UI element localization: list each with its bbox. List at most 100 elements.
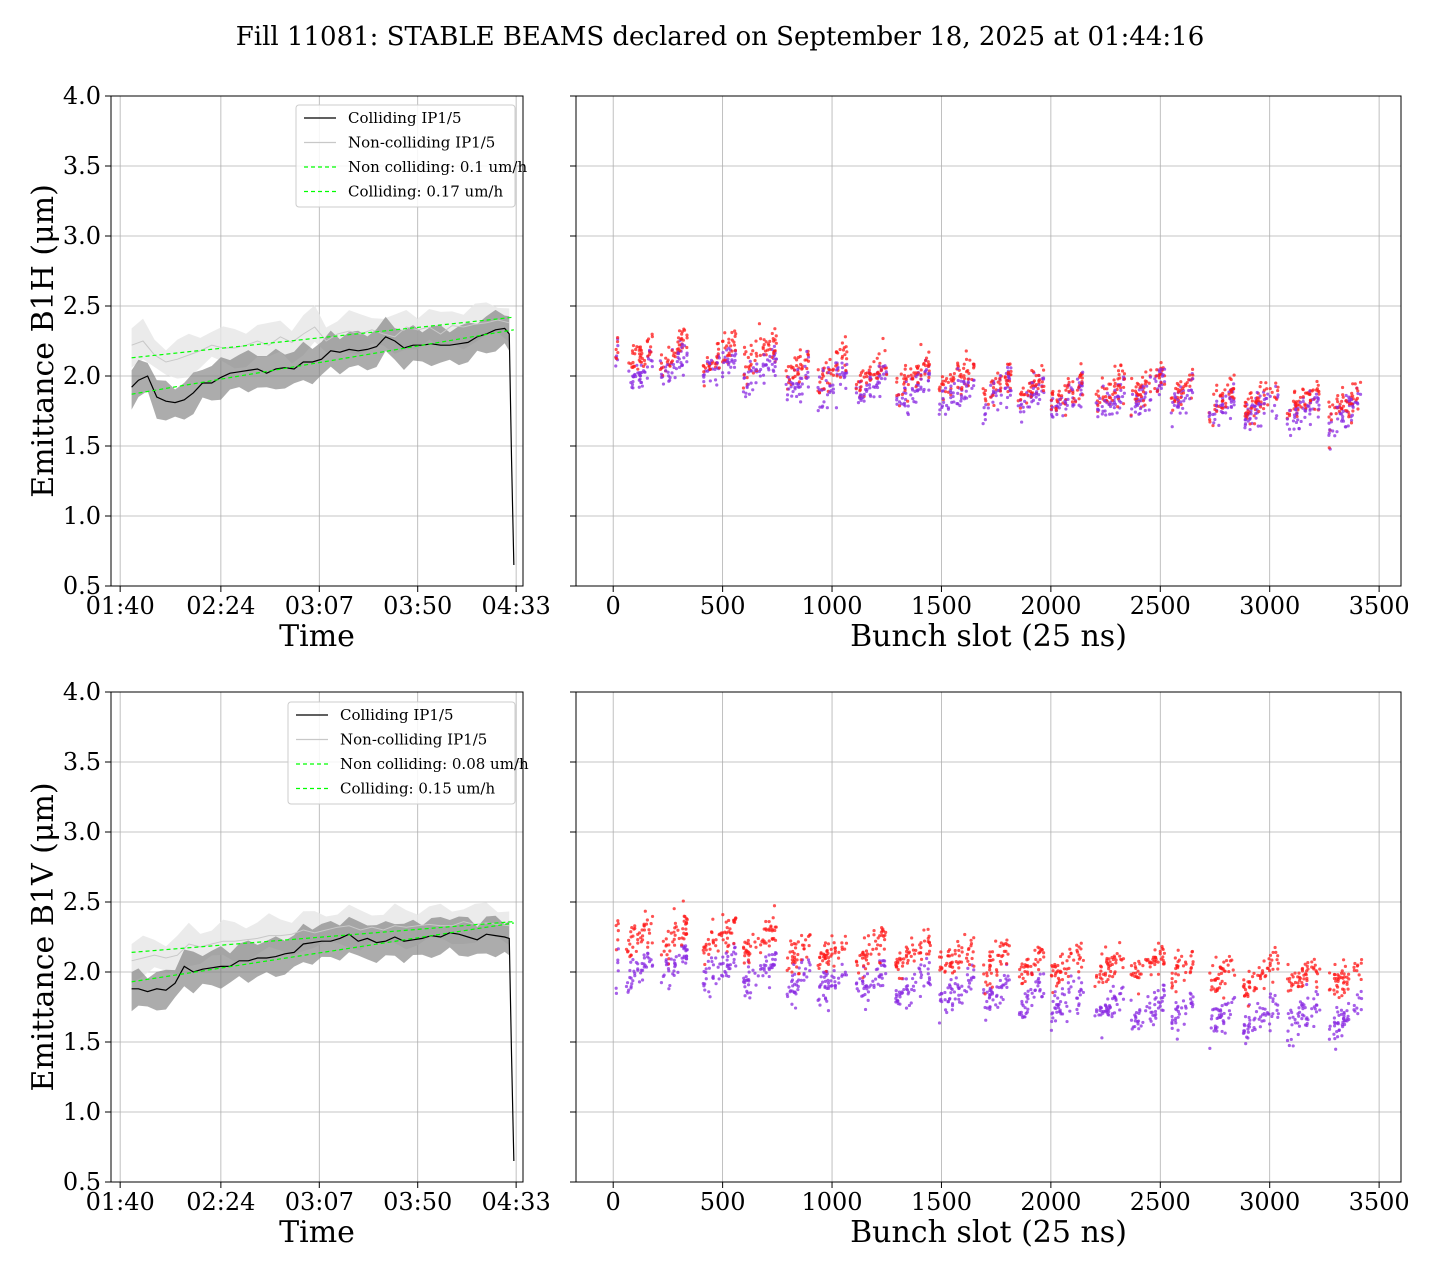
bunch-point-purple xyxy=(744,395,748,399)
bunch-point-red xyxy=(733,329,737,333)
bunch-point-red xyxy=(1112,954,1116,958)
bunch-point-red xyxy=(951,379,955,383)
bunch-point-red xyxy=(1220,406,1225,410)
bunch-point-purple xyxy=(963,988,967,993)
bunch-point-purple xyxy=(998,1001,1002,1005)
bunch-point-purple xyxy=(676,355,680,360)
bunch-point-purple xyxy=(721,350,725,355)
bunch-point-purple xyxy=(1107,402,1111,407)
bunch-point-red xyxy=(1093,984,1097,989)
bunch-point-purple xyxy=(865,387,869,392)
bunch-point-red xyxy=(1276,385,1280,389)
bunch-point-purple xyxy=(719,962,724,966)
bunch-point-purple xyxy=(1079,981,1084,985)
bunch-point-purple xyxy=(1327,433,1331,437)
bunch-point-red xyxy=(631,934,635,938)
bunch-point-red xyxy=(1349,421,1354,425)
bunch-point-red xyxy=(1027,381,1032,385)
bunch-point-purple xyxy=(1063,399,1067,403)
bunch-point-red xyxy=(1300,966,1305,971)
bunch-point-red xyxy=(662,949,666,953)
bunch-point-red xyxy=(1271,980,1275,984)
bunch-point-purple xyxy=(1339,1012,1344,1016)
bunch-point-purple xyxy=(926,972,930,976)
bunch-point-purple xyxy=(825,393,830,397)
bunch-point-purple xyxy=(840,974,844,978)
bunch-point-purple xyxy=(996,388,1000,393)
bunch-point-red xyxy=(868,372,873,376)
x-tick-label: 500 xyxy=(700,1188,746,1216)
bunch-point-red xyxy=(854,382,859,387)
bunch-point-red xyxy=(701,948,705,952)
bunch-point-purple xyxy=(819,975,823,979)
bunch-point-red xyxy=(636,937,640,942)
bunch-point-purple xyxy=(927,961,931,965)
bunch-point-purple xyxy=(1022,410,1026,414)
bunch-point-red xyxy=(867,942,871,947)
legend-entry: Non colliding: 0.08 um/h xyxy=(340,755,529,773)
bunch-point-purple xyxy=(774,357,778,361)
bunch-point-purple xyxy=(770,362,774,366)
bunch-point-red xyxy=(1248,422,1252,426)
bunch-point-purple xyxy=(1191,995,1195,999)
bunch-point-purple xyxy=(758,374,762,378)
bunch-point-purple xyxy=(817,375,822,379)
bunch-point-purple xyxy=(1313,1007,1317,1011)
bunch-point-red xyxy=(1221,967,1225,971)
bunch-point-red xyxy=(768,339,772,343)
bunch-point-purple xyxy=(988,1005,992,1009)
bunch-point-purple xyxy=(1297,1006,1301,1010)
bunch-point-red xyxy=(650,914,655,919)
bunch-point-red xyxy=(1216,976,1220,981)
bunch-point-red xyxy=(876,943,880,947)
bunch-point-purple xyxy=(1243,426,1247,430)
noncolliding-fit-line xyxy=(131,316,514,359)
bunch-point-red xyxy=(818,380,822,384)
bunch-point-purple xyxy=(962,380,966,384)
scatter-points xyxy=(614,322,1363,451)
bunch-point-red xyxy=(882,947,886,951)
bunch-point-red xyxy=(994,939,998,943)
bunch-point-purple xyxy=(1258,1015,1263,1019)
bunch-point-red xyxy=(701,364,705,368)
bunch-point-red xyxy=(1272,395,1277,399)
bunch-point-red xyxy=(769,925,773,929)
bunch-point-purple xyxy=(744,975,748,979)
bunch-point-purple xyxy=(668,375,672,380)
bunch-point-red xyxy=(1226,963,1230,967)
bunch-point-red xyxy=(1080,376,1084,380)
bunch-point-purple xyxy=(1338,412,1342,416)
bunch-point-purple xyxy=(823,971,827,975)
bunch-point-purple xyxy=(816,998,820,1002)
bunch-point-red xyxy=(793,960,797,965)
bunch-point-purple xyxy=(1006,974,1010,978)
bunch-point-purple xyxy=(787,985,791,989)
bunch-point-purple xyxy=(820,388,824,392)
bunch-point-red xyxy=(1243,400,1247,404)
bunch-point-purple xyxy=(969,987,973,991)
bunch-point-red xyxy=(957,966,961,970)
bunch-point-red xyxy=(1316,389,1320,393)
bunch-point-purple xyxy=(1036,401,1040,406)
bunch-point-purple xyxy=(1149,1019,1153,1023)
bunch-point-purple xyxy=(1327,421,1331,425)
bunch-point-purple xyxy=(791,984,795,988)
bunch-point-purple xyxy=(636,962,640,966)
bunch-point-purple xyxy=(1116,395,1120,399)
bunch-point-red xyxy=(1250,406,1254,410)
bunch-point-red xyxy=(1023,970,1027,974)
bunch-point-red xyxy=(817,391,822,395)
bunch-point-purple xyxy=(821,993,826,997)
bunch-point-red xyxy=(792,955,797,959)
bunch-point-purple xyxy=(650,964,654,968)
bunch-point-purple xyxy=(1030,991,1034,995)
bunch-point-red xyxy=(805,366,809,371)
bunch-point-purple xyxy=(1056,996,1060,1000)
bunch-point-red xyxy=(665,360,669,364)
bunch-point-purple xyxy=(670,371,674,375)
bunch-point-red xyxy=(1275,958,1279,962)
bunch-point-red xyxy=(861,976,865,980)
bunch-point-purple xyxy=(633,971,637,975)
bunch-point-purple xyxy=(747,979,751,983)
